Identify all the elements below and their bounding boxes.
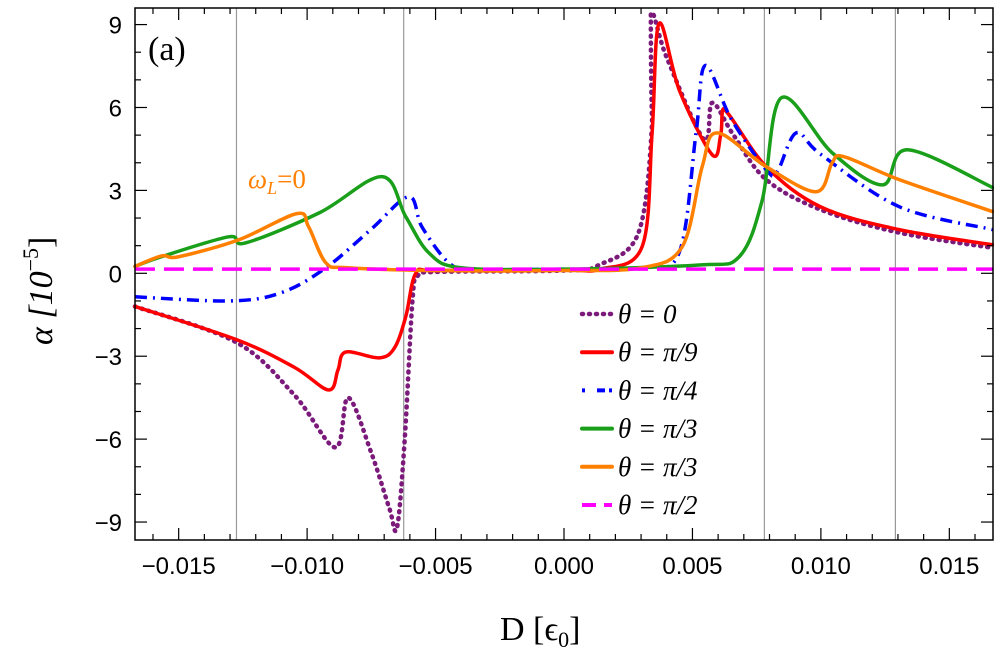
legend-label-4: θ = π/3 bbox=[618, 452, 698, 482]
x-tick-label: −0.015 bbox=[142, 553, 216, 580]
reference-lines bbox=[235, 8, 896, 540]
plot-frame bbox=[134, 7, 994, 541]
tick-labels: −0.015 −0.010 −0.005 0.000 0.005 0.010 0.015 −9… bbox=[95, 13, 980, 580]
legend-label-0: θ = 0 bbox=[618, 299, 677, 329]
y-tick-label: 9 bbox=[109, 13, 122, 40]
legend: θ = 0 θ = π/9 θ = π/4 θ = π/3 θ = π/3 θ = π/2 bbox=[579, 299, 698, 520]
legend-label-5: θ = π/2 bbox=[618, 490, 698, 520]
x-tick-label: 0.000 bbox=[534, 553, 594, 580]
y-axis-label-sup: −5 bbox=[18, 248, 43, 271]
panel-label: (a) bbox=[148, 31, 186, 68]
series-lines bbox=[132, 10, 994, 534]
x-axis-label-sub: 0 bbox=[558, 627, 569, 649]
legend-label-2: θ = π/4 bbox=[618, 375, 698, 405]
x-tick-label: 0.015 bbox=[919, 553, 979, 580]
x-tick-label: −0.010 bbox=[270, 553, 344, 580]
annotation-sub: L bbox=[266, 178, 277, 198]
series-line-4 bbox=[133, 131, 994, 273]
x-axis-label-tail: ] bbox=[569, 611, 580, 648]
axis-ticks bbox=[135, 8, 993, 540]
y-tick-label: −9 bbox=[95, 510, 122, 537]
x-axis-label-main: D [ bbox=[500, 611, 544, 648]
annotation-main: ω bbox=[248, 164, 267, 194]
legend-label-3: θ = π/3 bbox=[618, 414, 698, 444]
y-axis-label: α [10−5] bbox=[18, 237, 60, 345]
x-tick-label: −0.005 bbox=[399, 553, 473, 580]
y-axis-label-main: α [10 bbox=[23, 271, 60, 345]
annotation-omega-l: ωL=0 bbox=[248, 164, 306, 198]
legend-background bbox=[572, 296, 732, 522]
series-line-0 bbox=[132, 10, 994, 534]
legend-label-1: θ = π/9 bbox=[618, 337, 698, 367]
x-axis-label-symbol: ϵ bbox=[544, 611, 558, 648]
annotation-tail: =0 bbox=[277, 164, 306, 194]
y-axis-label-tail: ] bbox=[23, 237, 60, 248]
y-tick-label: 0 bbox=[109, 261, 122, 288]
y-tick-label: −3 bbox=[95, 344, 122, 371]
y-tick-label: −6 bbox=[95, 427, 122, 454]
x-tick-label: 0.010 bbox=[791, 553, 851, 580]
x-axis-label: D [ϵ0] bbox=[500, 611, 580, 649]
y-tick-label: 6 bbox=[109, 95, 122, 122]
y-tick-label: 3 bbox=[109, 178, 122, 205]
series-line-1 bbox=[133, 21, 994, 392]
x-tick-label: 0.005 bbox=[662, 553, 722, 580]
